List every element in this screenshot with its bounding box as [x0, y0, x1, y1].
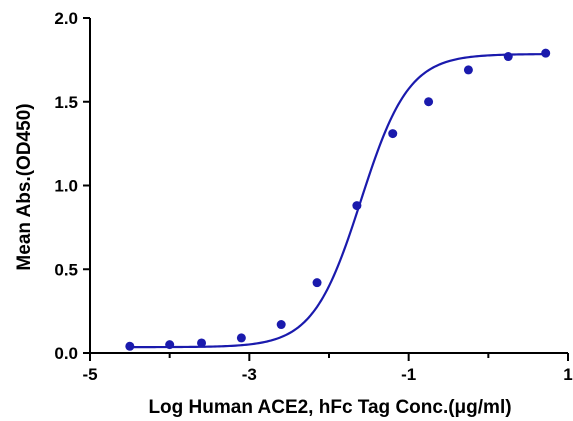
x-axis-title: Log Human ACE2, hFc Tag Conc.(μg/ml) — [148, 397, 511, 418]
data-point — [276, 320, 286, 330]
y-tick-label: 0.0 — [54, 344, 78, 363]
x-tick-label: 1 — [563, 365, 572, 384]
y-axis-title: Mean Abs.(OD450) — [14, 103, 35, 270]
y-tick-label: 1.5 — [54, 93, 78, 112]
plot-area: 0.0 0.5 1.0 1.5 2.0 -5 -3 -1 1 — [54, 9, 572, 384]
data-point — [541, 48, 551, 58]
data-point — [388, 129, 398, 139]
fit-curve — [129, 53, 546, 349]
x-tick-label: -5 — [82, 365, 97, 384]
data-point — [503, 52, 513, 62]
data-point — [125, 341, 135, 351]
data-point — [424, 97, 434, 107]
x-tick-label: -3 — [242, 365, 257, 384]
y-tick-label: 2.0 — [54, 9, 78, 28]
data-point — [463, 65, 473, 75]
x-tick-label: -1 — [401, 365, 416, 384]
data-point — [236, 333, 246, 343]
data-point — [312, 278, 322, 288]
y-tick-label: 1.0 — [54, 177, 78, 196]
data-point — [197, 338, 207, 348]
data-point — [352, 201, 362, 211]
data-point — [165, 340, 175, 350]
y-tick-label: 0.5 — [54, 260, 78, 279]
